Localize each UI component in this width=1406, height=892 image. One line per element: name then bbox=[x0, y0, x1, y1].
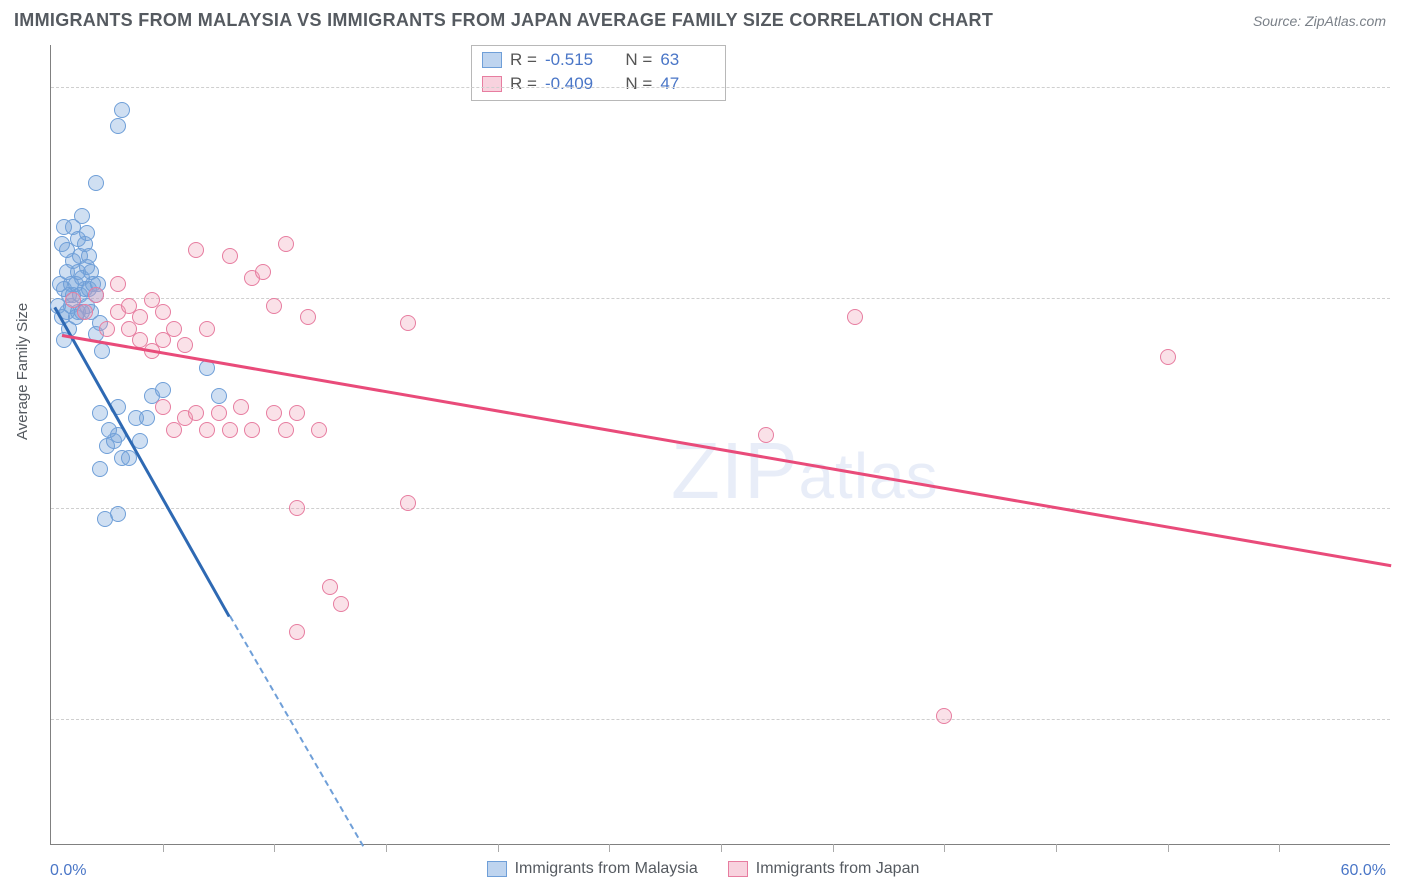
data-point bbox=[132, 309, 148, 325]
data-point bbox=[311, 422, 327, 438]
y-tick-label: 3.25 bbox=[1395, 289, 1406, 307]
data-point bbox=[222, 422, 238, 438]
data-point bbox=[1160, 349, 1176, 365]
data-point bbox=[322, 579, 338, 595]
x-tick bbox=[944, 844, 945, 852]
x-tick bbox=[163, 844, 164, 852]
r-label: R = bbox=[510, 72, 537, 96]
r-value: -0.409 bbox=[545, 72, 600, 96]
n-value: 47 bbox=[660, 72, 715, 96]
data-point bbox=[101, 422, 117, 438]
y-tick-label: 4.00 bbox=[1395, 78, 1406, 96]
data-point bbox=[74, 208, 90, 224]
data-point bbox=[266, 405, 282, 421]
data-point bbox=[233, 399, 249, 415]
watermark: ZIPatlas bbox=[671, 425, 939, 517]
series-swatch bbox=[728, 861, 748, 877]
data-point bbox=[94, 343, 110, 359]
data-point bbox=[400, 315, 416, 331]
y-tick-label: 1.75 bbox=[1395, 710, 1406, 728]
legend-label: Immigrants from Malaysia bbox=[515, 860, 698, 878]
chart-plot-area: ZIPatlas R = -0.515 N = 63R = -0.409 N =… bbox=[50, 45, 1390, 845]
r-value: -0.515 bbox=[545, 48, 600, 72]
x-tick bbox=[1168, 844, 1169, 852]
data-point bbox=[88, 175, 104, 191]
data-point bbox=[81, 248, 97, 264]
chart-header: IMMIGRANTS FROM MALAYSIA VS IMMIGRANTS F… bbox=[0, 0, 1406, 39]
trend-line-extrapolated bbox=[229, 615, 364, 846]
stat-row: R = -0.409 N = 47 bbox=[482, 72, 715, 96]
data-point bbox=[244, 422, 260, 438]
series-swatch bbox=[482, 76, 502, 92]
series-swatch bbox=[482, 52, 502, 68]
x-tick bbox=[721, 844, 722, 852]
series-swatch bbox=[487, 861, 507, 877]
data-point bbox=[211, 388, 227, 404]
data-point bbox=[289, 624, 305, 640]
trend-line bbox=[54, 307, 230, 617]
legend-item: Immigrants from Malaysia bbox=[487, 860, 698, 878]
data-point bbox=[211, 405, 227, 421]
n-label: N = bbox=[625, 48, 652, 72]
gridline bbox=[51, 508, 1390, 509]
data-point bbox=[155, 382, 171, 398]
data-point bbox=[110, 506, 126, 522]
x-tick bbox=[386, 844, 387, 852]
data-point bbox=[255, 264, 271, 280]
data-point bbox=[188, 242, 204, 258]
gridline bbox=[51, 719, 1390, 720]
x-tick bbox=[1279, 844, 1280, 852]
data-point bbox=[139, 410, 155, 426]
data-point bbox=[278, 236, 294, 252]
legend: Immigrants from Malaysia Immigrants from … bbox=[0, 860, 1406, 878]
y-axis-label: Average Family Size bbox=[14, 303, 31, 440]
data-point bbox=[92, 405, 108, 421]
correlation-stats-box: R = -0.515 N = 63R = -0.409 N = 47 bbox=[471, 45, 726, 101]
data-point bbox=[289, 405, 305, 421]
data-point bbox=[333, 596, 349, 612]
data-point bbox=[177, 337, 193, 353]
x-tick bbox=[274, 844, 275, 852]
stat-row: R = -0.515 N = 63 bbox=[482, 48, 715, 72]
data-point bbox=[110, 118, 126, 134]
y-tick-label: 2.50 bbox=[1395, 499, 1406, 517]
legend-label: Immigrants from Japan bbox=[756, 860, 920, 878]
legend-item: Immigrants from Japan bbox=[728, 860, 920, 878]
n-value: 63 bbox=[660, 48, 715, 72]
data-point bbox=[847, 309, 863, 325]
source-label: Source: ZipAtlas.com bbox=[1253, 13, 1386, 29]
data-point bbox=[92, 461, 108, 477]
chart-title: IMMIGRANTS FROM MALAYSIA VS IMMIGRANTS F… bbox=[14, 10, 993, 31]
gridline bbox=[51, 87, 1390, 88]
data-point bbox=[188, 405, 204, 421]
x-tick bbox=[1056, 844, 1057, 852]
x-tick bbox=[833, 844, 834, 852]
data-point bbox=[222, 248, 238, 264]
data-point bbox=[758, 427, 774, 443]
data-point bbox=[278, 422, 294, 438]
data-point bbox=[199, 321, 215, 337]
r-label: R = bbox=[510, 48, 537, 72]
data-point bbox=[77, 304, 93, 320]
data-point bbox=[300, 309, 316, 325]
x-tick bbox=[498, 844, 499, 852]
data-point bbox=[400, 495, 416, 511]
data-point bbox=[99, 321, 115, 337]
data-point bbox=[199, 422, 215, 438]
data-point bbox=[289, 500, 305, 516]
data-point bbox=[936, 708, 952, 724]
x-tick bbox=[609, 844, 610, 852]
trend-line bbox=[62, 334, 1391, 567]
gridline bbox=[51, 298, 1390, 299]
data-point bbox=[155, 304, 171, 320]
data-point bbox=[79, 225, 95, 241]
data-point bbox=[88, 287, 104, 303]
data-point bbox=[155, 399, 171, 415]
data-point bbox=[114, 102, 130, 118]
n-label: N = bbox=[625, 72, 652, 96]
data-point bbox=[110, 276, 126, 292]
data-point bbox=[266, 298, 282, 314]
data-point bbox=[166, 321, 182, 337]
